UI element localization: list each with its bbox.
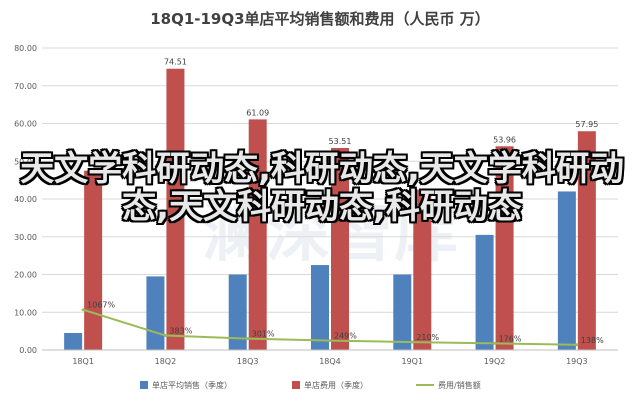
bar-18Q1 <box>64 333 83 350</box>
x-tick-label: 19Q1 <box>401 357 423 366</box>
bar-18Q3 <box>248 119 267 350</box>
y-tick-label: 10.00 <box>14 308 37 317</box>
line-data-label: 1067% <box>87 301 115 310</box>
y-tick-label: 20.00 <box>14 271 37 280</box>
line-point <box>575 343 579 347</box>
bar-19Q3 <box>557 191 576 350</box>
line-data-label: 176% <box>499 334 522 343</box>
legend-label: 费用/销售额 <box>438 380 481 390</box>
bar-19Q1 <box>393 274 412 350</box>
line-data-label: 210% <box>416 333 439 342</box>
line-point <box>81 308 85 312</box>
line-data-label: 249% <box>334 332 357 341</box>
legend-label: 单店费用（季度） <box>304 380 368 390</box>
line-point <box>328 339 332 343</box>
bar-data-label: 57.95 <box>575 120 598 129</box>
x-tick-label: 18Q3 <box>237 357 259 366</box>
line-data-label: 138% <box>581 336 604 345</box>
legend-swatch <box>292 381 300 389</box>
legend-label: 单店平均销售（季度） <box>152 380 232 390</box>
y-tick-label: 0.00 <box>19 346 37 355</box>
x-tick-label: 18Q2 <box>155 357 177 366</box>
bar-18Q4 <box>331 147 349 350</box>
line-point <box>246 337 250 341</box>
y-tick-label: 50.00 <box>14 157 37 166</box>
bar-18Q2 <box>146 276 165 350</box>
y-tick-label: 60.00 <box>14 120 37 129</box>
y-tick-label: 40.00 <box>14 195 37 204</box>
bar-19Q2 <box>495 146 514 350</box>
y-tick-label: 70.00 <box>14 82 37 91</box>
bar-data-label: 61.09 <box>246 108 269 117</box>
bar-data-label: 53.96 <box>493 135 516 144</box>
bar-18Q3 <box>228 274 247 350</box>
legend-swatch <box>140 381 148 389</box>
line-point <box>163 334 167 338</box>
x-tick-label: 18Q4 <box>319 357 341 366</box>
line-data-label: 383% <box>169 327 192 336</box>
bar-18Q2 <box>166 68 185 351</box>
bar-18Q4 <box>311 265 329 350</box>
bar-data-label: 74.51 <box>164 58 187 67</box>
line-point <box>493 341 497 345</box>
chart-title: 18Q1-19Q3单店平均销售额和费用（人民币 万） <box>150 10 490 28</box>
x-tick-label: 18Q1 <box>72 357 94 366</box>
y-tick-label: 80.00 <box>14 44 37 53</box>
line-data-label: 301% <box>252 330 275 339</box>
bar-18Q1 <box>84 170 103 350</box>
bar-data-label: 53.51 <box>329 137 352 146</box>
y-tick-label: 30.00 <box>14 233 37 242</box>
x-tick-label: 19Q2 <box>484 357 506 366</box>
bar-19Q3 <box>577 131 596 350</box>
bar-19Q1 <box>413 189 432 350</box>
line-point <box>410 340 414 344</box>
x-tick-label: 19Q3 <box>566 357 588 366</box>
bar-19Q2 <box>475 234 494 350</box>
